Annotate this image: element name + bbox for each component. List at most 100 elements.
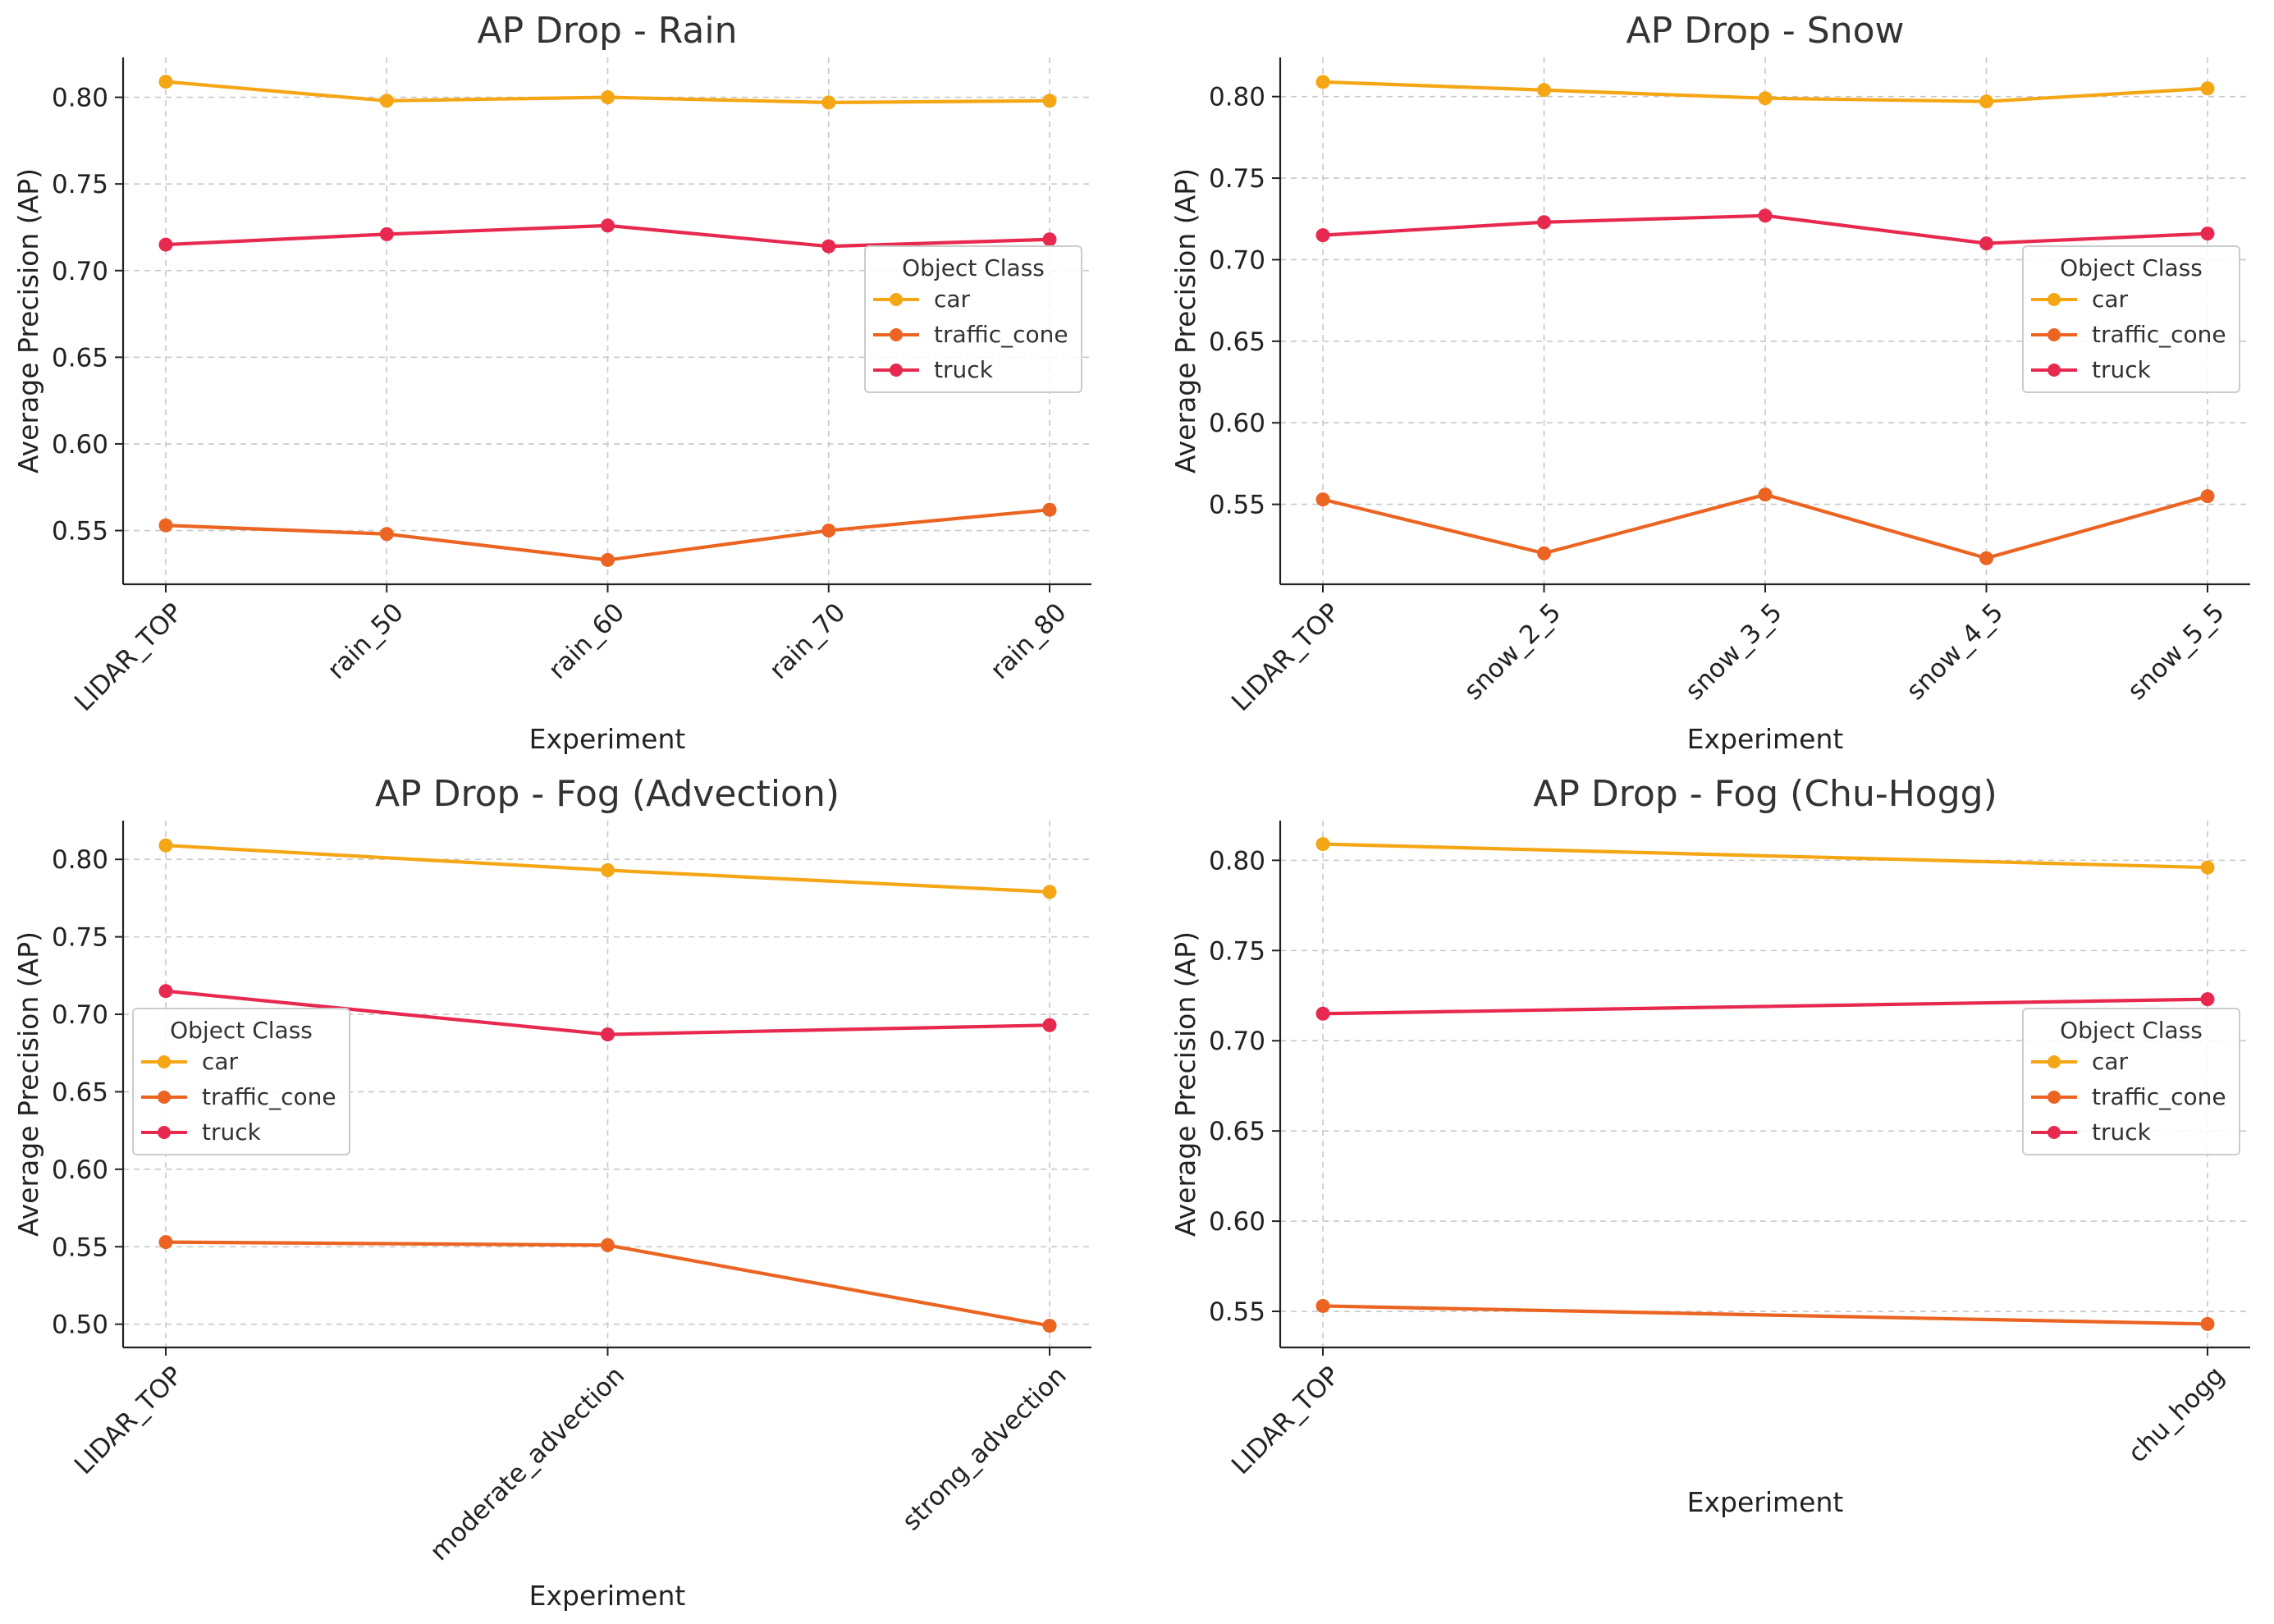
data-point-traffic_cone: [1979, 551, 1993, 565]
data-point-car: [821, 95, 836, 110]
x-tick-label: rain_70: [764, 597, 852, 685]
legend-entry-traffic_cone: traffic_cone: [202, 1083, 336, 1110]
legend-entry-traffic_cone: traffic_cone: [2092, 1083, 2226, 1110]
x-axis-label: Experiment: [1687, 1486, 1844, 1518]
data-point-traffic_cone: [601, 1237, 615, 1252]
data-point-traffic_cone: [1315, 492, 1330, 507]
legend-swatch-marker: [2048, 364, 2061, 377]
chart-title: AP Drop - Fog (Chu-Hogg): [1533, 773, 1997, 815]
data-point-traffic_cone: [821, 524, 836, 538]
series-truck: [158, 218, 1057, 254]
data-point-car: [379, 94, 394, 108]
y-tick-label: 0.50: [52, 1311, 108, 1340]
data-point-truck: [601, 218, 615, 233]
legend-entry-car: car: [2092, 286, 2129, 313]
series-car: [158, 838, 1057, 899]
legend-swatch-marker: [2048, 1055, 2061, 1068]
y-tick-label: 0.60: [52, 1155, 108, 1185]
x-axis-label: Experiment: [529, 1580, 686, 1612]
series-traffic_cone: [158, 1235, 1057, 1334]
legend-swatch-marker: [2048, 293, 2061, 306]
data-point-car: [1979, 94, 1993, 109]
data-point-car: [1315, 837, 1330, 852]
x-tick-label: snow_3_5: [1680, 597, 1788, 706]
data-point-traffic_cone: [1758, 487, 1773, 502]
legend-swatch-marker: [158, 1055, 171, 1068]
series-car: [1315, 75, 2215, 109]
y-tick-label: 0.65: [1209, 327, 1265, 357]
x-tick-label: LIDAR_TOP: [69, 1361, 189, 1480]
y-tick-label: 0.55: [1209, 491, 1265, 520]
y-axis-label: Average Precision (AP): [1169, 168, 1201, 473]
x-tick-label: snow_5_5: [2122, 597, 2231, 706]
y-tick-label: 0.60: [1209, 409, 1265, 438]
data-point-truck: [1315, 1006, 1330, 1021]
data-point-traffic_cone: [2200, 1316, 2215, 1331]
data-point-car: [1042, 885, 1057, 899]
data-point-traffic_cone: [1315, 1298, 1330, 1313]
data-point-car: [158, 838, 173, 853]
legend-entry-car: car: [202, 1048, 239, 1075]
x-tick-label: snow_2_5: [1458, 597, 1567, 706]
data-point-car: [601, 862, 615, 877]
series-truck: [1315, 208, 2215, 251]
x-tick-label: LIDAR_TOP: [1226, 1361, 1346, 1480]
y-tick-label: 0.80: [1209, 846, 1265, 876]
subplot-4: AP Drop - Fog (Chu-Hogg) 0.55 0.60 0.65 0.70…: [1169, 773, 2250, 1518]
legend-entry-truck: truck: [934, 356, 994, 383]
series-truck: [1315, 992, 2215, 1021]
x-tick-label: rain_60: [542, 597, 630, 685]
y-tick-label: 0.55: [1209, 1297, 1265, 1327]
data-point-truck: [1758, 208, 1773, 223]
y-tick-label: 0.65: [52, 1077, 108, 1107]
data-point-traffic_cone: [1042, 502, 1057, 517]
series-car: [1315, 837, 2215, 875]
legend-swatch-marker: [158, 1091, 171, 1104]
data-point-truck: [158, 237, 173, 252]
data-point-truck: [2200, 226, 2215, 241]
data-point-car: [2200, 860, 2215, 875]
y-tick-label: 0.60: [52, 430, 108, 460]
y-tick-label: 0.70: [1209, 245, 1265, 275]
x-tick-label: rain_50: [322, 597, 410, 685]
legend-frame: [132, 1008, 350, 1155]
legend-entry-car: car: [934, 286, 971, 313]
y-axis-label: Average Precision (AP): [12, 931, 44, 1237]
y-tick-label: 0.80: [52, 84, 108, 113]
data-point-car: [1042, 94, 1057, 108]
y-axis-label: Average Precision (AP): [12, 168, 44, 473]
legend-swatch-marker: [2048, 1091, 2061, 1104]
chart-title: AP Drop - Fog (Advection): [375, 773, 840, 815]
x-tick-label: chu_hogg: [2122, 1361, 2230, 1468]
data-point-truck: [601, 1027, 615, 1042]
legend-title: Object Class: [2060, 254, 2203, 281]
legend-swatch-marker: [890, 364, 903, 377]
legend-title: Object Class: [170, 1017, 313, 1044]
data-point-truck: [1315, 228, 1330, 243]
y-tick-label: 0.70: [52, 1000, 108, 1030]
y-tick-label: 0.75: [1209, 936, 1265, 966]
data-point-traffic_cone: [1537, 546, 1551, 560]
chart-title: AP Drop - Rain: [477, 10, 737, 52]
y-tick-label: 0.70: [1209, 1027, 1265, 1056]
legend-entry-truck: truck: [2092, 1119, 2152, 1146]
legend-frame: [2022, 245, 2240, 393]
legend-frame: [864, 245, 1082, 393]
data-point-truck: [1537, 215, 1551, 230]
legend-title: Object Class: [902, 254, 1045, 281]
data-point-truck: [821, 239, 836, 254]
series-truck: [158, 984, 1057, 1042]
y-axis-label: Average Precision (AP): [1169, 931, 1201, 1237]
legend-entry-traffic_cone: traffic_cone: [2092, 321, 2226, 348]
data-point-car: [1758, 91, 1773, 106]
data-point-truck: [379, 226, 394, 241]
legend-swatch-marker: [2048, 328, 2061, 341]
data-point-car: [2200, 81, 2215, 96]
x-tick-label: LIDAR_TOP: [1226, 597, 1346, 717]
chart-title: AP Drop - Snow: [1626, 10, 1904, 52]
series-line-truck: [1322, 997, 2208, 1016]
y-tick-label: 0.55: [52, 1233, 108, 1262]
x-axis-label: Experiment: [1687, 723, 1844, 755]
